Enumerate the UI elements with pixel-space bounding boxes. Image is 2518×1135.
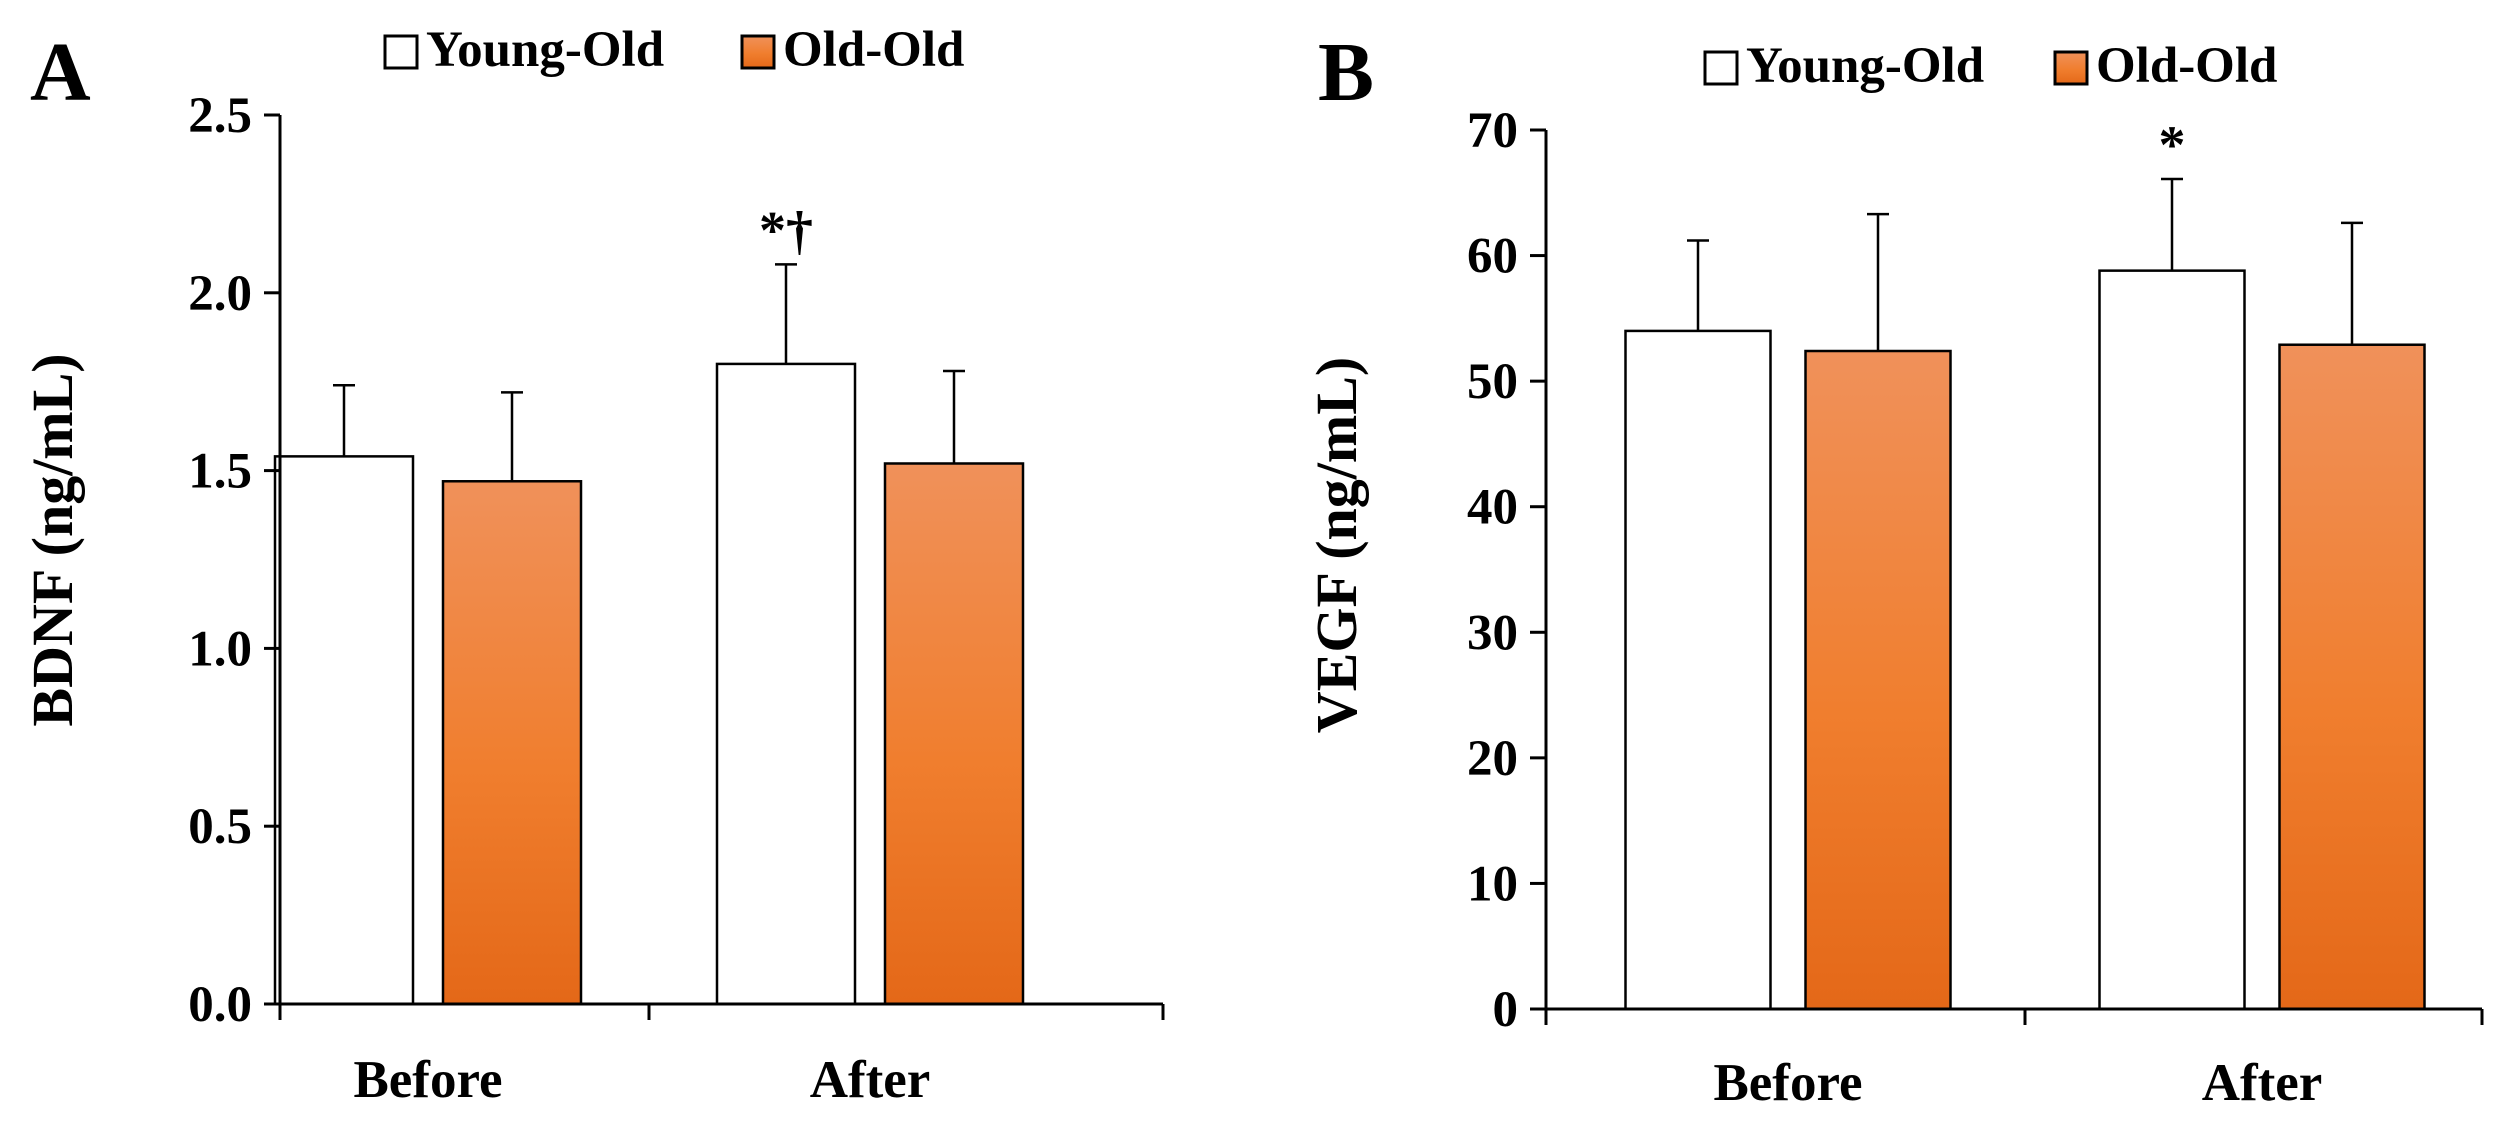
y-tick-label: 60 — [1467, 229, 1518, 285]
bar-young-old-after — [2098, 269, 2246, 1011]
y-tick-label: 50 — [1467, 354, 1518, 410]
legend-label-young-old: Young-Old — [426, 22, 664, 78]
panel-label-b: B — [1318, 26, 1374, 119]
legend-swatch-young-old — [1703, 50, 1739, 86]
plot-area-a: Before *† After 0.0 0.5 1.0 1.5 2.0 2.5 — [188, 88, 1165, 1109]
panel-label-a: A — [30, 26, 91, 119]
bar-young-old-before — [273, 455, 415, 1006]
x-tick-label-after: After — [810, 1051, 931, 1109]
significance-marker: * — [2159, 115, 2186, 175]
bar-young-old-after — [715, 362, 857, 1006]
x-tick-label-before: Before — [353, 1051, 502, 1109]
y-tick-label: 20 — [1467, 731, 1518, 787]
bar-old-old-after — [2278, 343, 2426, 1011]
legend-a: Young-Old Old-Old — [383, 22, 964, 78]
bar-old-old-before — [1804, 349, 1952, 1011]
legend-b: Young-Old Old-Old — [1703, 38, 2277, 94]
legend-label-old-old: Old-Old — [2096, 38, 2277, 94]
legend-swatch-young-old — [383, 34, 419, 70]
y-tick-label: 2.0 — [188, 266, 252, 322]
x-tick-label-after: After — [2202, 1054, 2323, 1112]
y-tick-label: 1.5 — [188, 444, 252, 500]
chart-panel-b: B Young-Old Old-Old VEGF (ng/mL) Before *… — [1304, 26, 2484, 1112]
y-tick-label: 10 — [1467, 856, 1518, 912]
y-tick-label: 1.0 — [188, 621, 252, 677]
significance-marker: *† — [759, 200, 813, 260]
y-tick-label: 0.5 — [188, 799, 252, 855]
plot-area-b: Before * After 0 10 20 30 40 50 60 70 — [1467, 103, 2484, 1112]
legend-label-old-old: Old-Old — [783, 22, 964, 78]
legend-label-young-old: Young-Old — [1746, 38, 1984, 94]
y-tick-label: 70 — [1467, 103, 1518, 159]
bar-young-old-before — [1624, 329, 1772, 1011]
y-tick-label: 40 — [1467, 480, 1518, 536]
legend-swatch-old-old — [740, 34, 776, 70]
y-tick-label: 2.5 — [188, 88, 252, 144]
y-tick-label: 30 — [1467, 605, 1518, 661]
y-tick-label: 0.0 — [188, 977, 252, 1033]
x-tick-label-before: Before — [1713, 1054, 1862, 1112]
bar-old-old-before — [441, 480, 583, 1006]
legend-swatch-old-old — [2053, 50, 2089, 86]
bar-old-old-after — [883, 462, 1025, 1006]
y-axis-title: VEGF (ng/mL) — [1304, 357, 1369, 733]
chart-panel-a: A Young-Old Old-Old BDNF (ng/mL) Before *… — [20, 22, 1165, 1109]
y-axis-title: BDNF (ng/mL) — [20, 353, 85, 726]
y-tick-label: 0 — [1493, 982, 1519, 1038]
